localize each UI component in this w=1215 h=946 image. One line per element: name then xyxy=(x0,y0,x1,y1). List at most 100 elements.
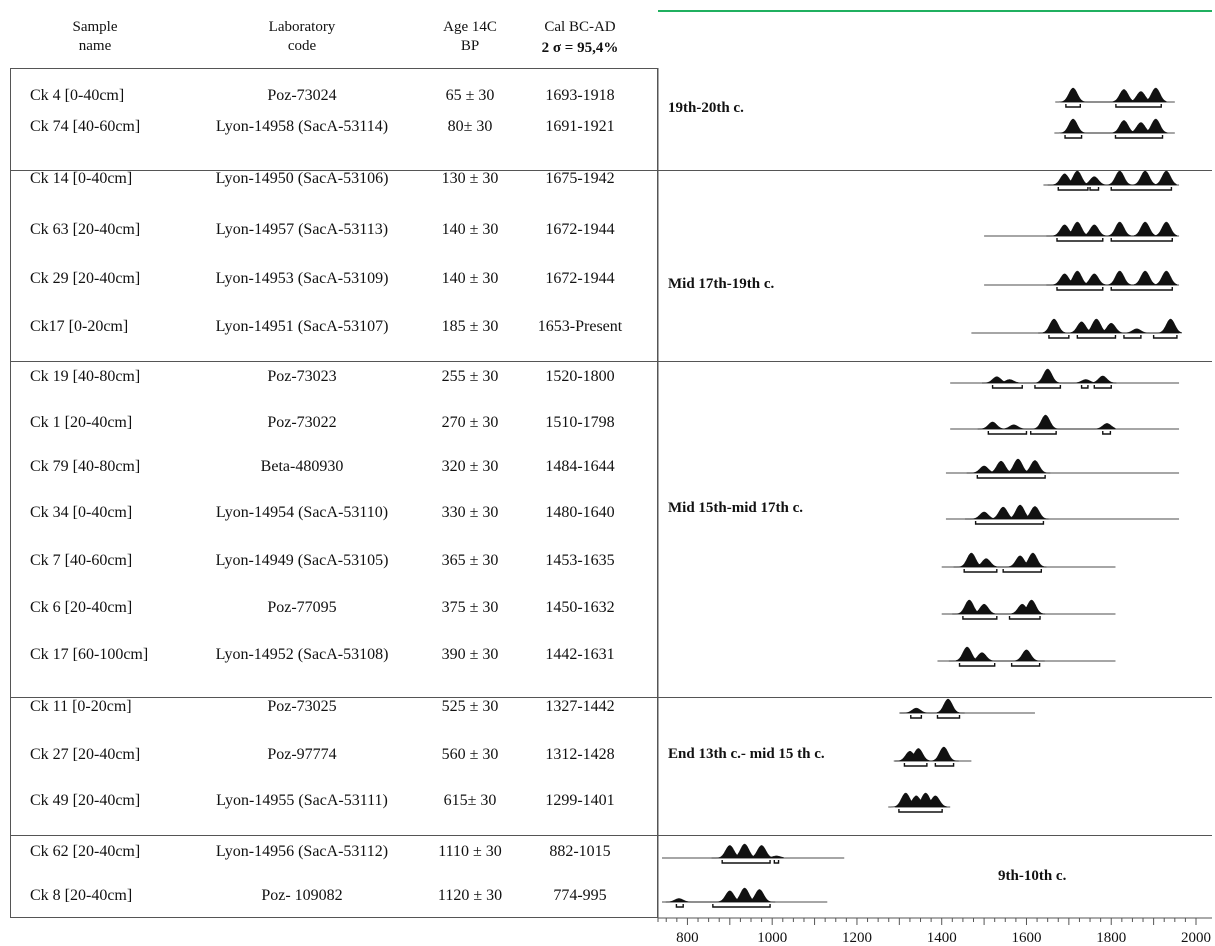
period-label: End 13th c.- mid 15 th c. xyxy=(668,746,825,762)
age-cell: 185 ± 30 xyxy=(441,318,499,335)
age-cell: 130 ± 30 xyxy=(441,170,499,187)
age-cell: 270 ± 30 xyxy=(441,414,499,431)
lab-code-cell: Poz-73025 xyxy=(267,698,337,715)
x-axis-tick-label: 800 xyxy=(676,930,699,946)
age-cell: 365 ± 30 xyxy=(441,552,499,569)
sample-name-cell: Ck 62 [20-40cm] xyxy=(30,843,141,860)
sigma-range-bracket xyxy=(987,431,1028,435)
probability-density xyxy=(893,746,959,762)
sigma-range-bracket xyxy=(1076,335,1117,339)
sigma-range-bracket xyxy=(974,521,1045,525)
probability-density xyxy=(1054,118,1169,134)
age-cell: 1120 ± 30 xyxy=(437,887,503,904)
cal-range-cell: 1675-1942 xyxy=(545,170,615,187)
header-sample-name: Sample name xyxy=(72,19,118,54)
sample-name-cell: Ck 11 [0-20cm] xyxy=(30,698,132,715)
age-cell: 390 ± 30 xyxy=(441,646,499,663)
probability-density xyxy=(977,414,1116,430)
sigma-range-bracket xyxy=(958,663,996,667)
probability-density xyxy=(966,458,1051,474)
header-laboratory-code: Laboratory code xyxy=(268,19,336,54)
age-cell: 80± 30 xyxy=(447,118,493,135)
lab-code-cell: Lyon-14950 (SacA-53106) xyxy=(215,170,389,187)
cal-range-cell: 1450-1632 xyxy=(545,599,615,616)
sigma-range-bracket xyxy=(903,763,928,767)
group-divider xyxy=(10,697,1212,698)
header-age-14c: Age 14C BP xyxy=(443,19,497,54)
age-cell: 375 ± 30 xyxy=(441,599,499,616)
group-divider xyxy=(10,170,1212,171)
sample-name-cell: Ck 74 [40-60cm] xyxy=(30,118,141,135)
cal-range-cell: 1299-1401 xyxy=(545,792,615,809)
cal-range-cell: 1327-1442 xyxy=(545,698,615,715)
lab-code-cell: Poz- 109082 xyxy=(261,887,343,904)
sigma-range-bracket xyxy=(721,860,771,864)
sigma-range-bracket xyxy=(1065,104,1081,108)
period-label: Mid 17th-19th c. xyxy=(668,276,775,292)
sigma-range-bracket xyxy=(1056,287,1104,291)
sigma-range-bracket xyxy=(1064,135,1083,139)
sigma-range-bracket xyxy=(1080,385,1089,389)
sigma-range-bracket xyxy=(675,904,684,908)
x-axis-tick-label: 1200 xyxy=(842,930,872,946)
probability-density xyxy=(1046,270,1178,286)
cal-range-cell: 1442-1631 xyxy=(545,646,615,663)
sigma-range-bracket xyxy=(1008,616,1041,620)
sigma-range-bracket xyxy=(1115,104,1162,108)
sample-name-cell: Ck 79 [40-80cm] xyxy=(30,458,141,475)
cal-range-cell: 882-1015 xyxy=(549,843,611,860)
sigma-range-bracket xyxy=(1102,431,1112,435)
sample-name-cell: Ck 29 [20-40cm] xyxy=(30,270,141,287)
sample-name-cell: Ck 4 [0-40cm] xyxy=(30,87,125,104)
period-label: 19th-20th c. xyxy=(668,100,744,116)
header-cal-bc-ad: Cal BC-AD xyxy=(544,19,616,35)
cal-range-cell: 1312-1428 xyxy=(545,746,615,763)
probability-density xyxy=(900,698,965,714)
sigma-range-bracket xyxy=(936,715,961,719)
probability-density xyxy=(888,792,948,808)
age-cell: 65 ± 30 xyxy=(445,87,495,104)
probability-density xyxy=(1055,87,1167,103)
age-cell: 560 ± 30 xyxy=(441,746,499,763)
probability-density xyxy=(982,368,1117,384)
lab-code-cell: Poz-77095 xyxy=(267,599,337,616)
group-divider xyxy=(10,361,1212,362)
x-axis-tick-label: 2000 xyxy=(1181,930,1211,946)
sigma-range-bracket xyxy=(1110,238,1173,242)
sample-name-cell: Ck 14 [0-40cm] xyxy=(30,170,133,187)
sample-name-cell: Ck 63 [20-40cm] xyxy=(30,221,141,238)
lab-code-cell: Lyon-14956 (SacA-53112) xyxy=(215,843,389,860)
probability-density xyxy=(711,843,784,859)
sigma-range-bracket xyxy=(962,616,998,620)
cal-range-cell: 774-995 xyxy=(553,887,607,904)
sample-name-cell: Ck17 [0-20cm] xyxy=(30,318,129,335)
sigma-range-bracket xyxy=(773,860,780,864)
probability-density xyxy=(1047,170,1177,186)
sigma-range-bracket xyxy=(712,904,771,908)
lab-code-cell: Poz-73022 xyxy=(267,414,337,431)
cal-range-cell: 1510-1798 xyxy=(545,414,615,431)
sigma-range-bracket xyxy=(1030,431,1057,435)
sample-name-cell: Ck 6 [20-40cm] xyxy=(30,599,133,616)
x-axis-tick-label: 1600 xyxy=(1011,930,1041,946)
age-cell: 615± 30 xyxy=(443,792,497,809)
sigma-range-bracket xyxy=(1010,663,1041,667)
sigma-range-bracket xyxy=(934,763,955,767)
lab-code-cell: Lyon-14949 (SacA-53105) xyxy=(215,552,389,569)
sigma-range-bracket xyxy=(1114,135,1164,139)
cal-range-cell: 1693-1918 xyxy=(545,87,615,104)
probability-density xyxy=(1038,318,1183,334)
age-cell: 525 ± 30 xyxy=(441,698,499,715)
lab-code-cell: Lyon-14958 (SacA-53114) xyxy=(215,118,389,135)
x-axis-tick-label: 1000 xyxy=(757,930,787,946)
lab-code-cell: Lyon-14954 (SacA-53110) xyxy=(215,504,389,521)
sample-name-cell: Ck 34 [0-40cm] xyxy=(30,504,133,521)
cal-range-cell: 1484-1644 xyxy=(545,458,615,475)
lab-code-cell: Lyon-14955 (SacA-53111) xyxy=(216,792,388,809)
sample-name-cell: Ck 1 [20-40cm] xyxy=(30,414,133,431)
sigma-range-bracket xyxy=(898,809,943,813)
sigma-range-bracket xyxy=(1034,385,1062,389)
age-cell: 140 ± 30 xyxy=(441,221,499,238)
lab-code-cell: Beta-480930 xyxy=(260,458,344,475)
age-cell: 320 ± 30 xyxy=(441,458,499,475)
